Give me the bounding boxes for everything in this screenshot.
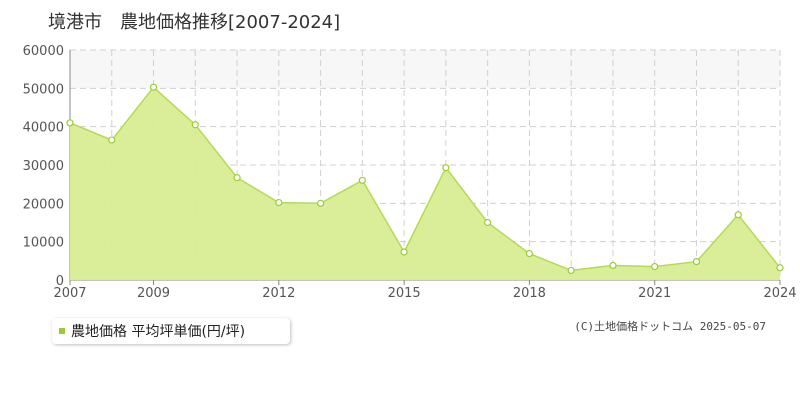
series-area: [70, 87, 780, 280]
series-line: [69, 86, 781, 272]
x-tick-label: 2024: [763, 286, 796, 301]
y-tick-label: 40000: [23, 121, 64, 136]
data-point: [609, 261, 617, 270]
data-point: [108, 136, 116, 144]
data-point: [191, 121, 199, 129]
series-group: [66, 83, 784, 280]
y-tick-label: 30000: [23, 159, 64, 174]
y-tick-label: 0: [56, 274, 64, 289]
legend-label: 農地価格 平均坪単価(円/坪): [71, 324, 246, 340]
data-point: [275, 198, 283, 207]
y-tick-label: 10000: [23, 236, 64, 251]
chart-title: 境港市 農地価格推移[2007-2024]: [48, 12, 340, 33]
legend: 農地価格 平均坪単価(円/坪): [52, 318, 290, 344]
x-tick-label: 2015: [388, 286, 421, 301]
data-point: [734, 211, 742, 219]
data-point: [442, 164, 450, 172]
data-point: [233, 174, 241, 182]
y-tick-label: 60000: [23, 44, 64, 59]
data-point: [400, 248, 408, 256]
data-point: [651, 262, 659, 271]
x-axis: 2007 2009 2012 2015 2018 2021 2024: [53, 279, 797, 301]
data-point: [692, 258, 701, 266]
y-tick-label: 50000: [23, 82, 64, 97]
data-point: [149, 83, 158, 91]
x-tick-label: 2021: [638, 286, 671, 301]
copyright-credit: (C)土地価格ドットコム 2025-05-07: [574, 320, 766, 333]
plot-top-band: [70, 50, 780, 88]
y-tick-label: 20000: [23, 197, 64, 212]
data-point: [525, 249, 534, 258]
data-point: [567, 266, 575, 275]
data-point: [776, 264, 784, 272]
data-point: [316, 199, 325, 207]
data-point: [484, 218, 492, 227]
x-tick-label: 2009: [137, 286, 170, 301]
y-axis: 0 10000 20000 30000 40000 50000 60000: [23, 44, 71, 289]
x-tick-label: 2018: [513, 286, 546, 301]
legend-swatch: [59, 328, 65, 334]
data-point: [66, 119, 74, 127]
x-tick-label: 2012: [262, 286, 295, 301]
data-point: [358, 176, 366, 184]
x-tick-label: 2007: [53, 286, 86, 301]
